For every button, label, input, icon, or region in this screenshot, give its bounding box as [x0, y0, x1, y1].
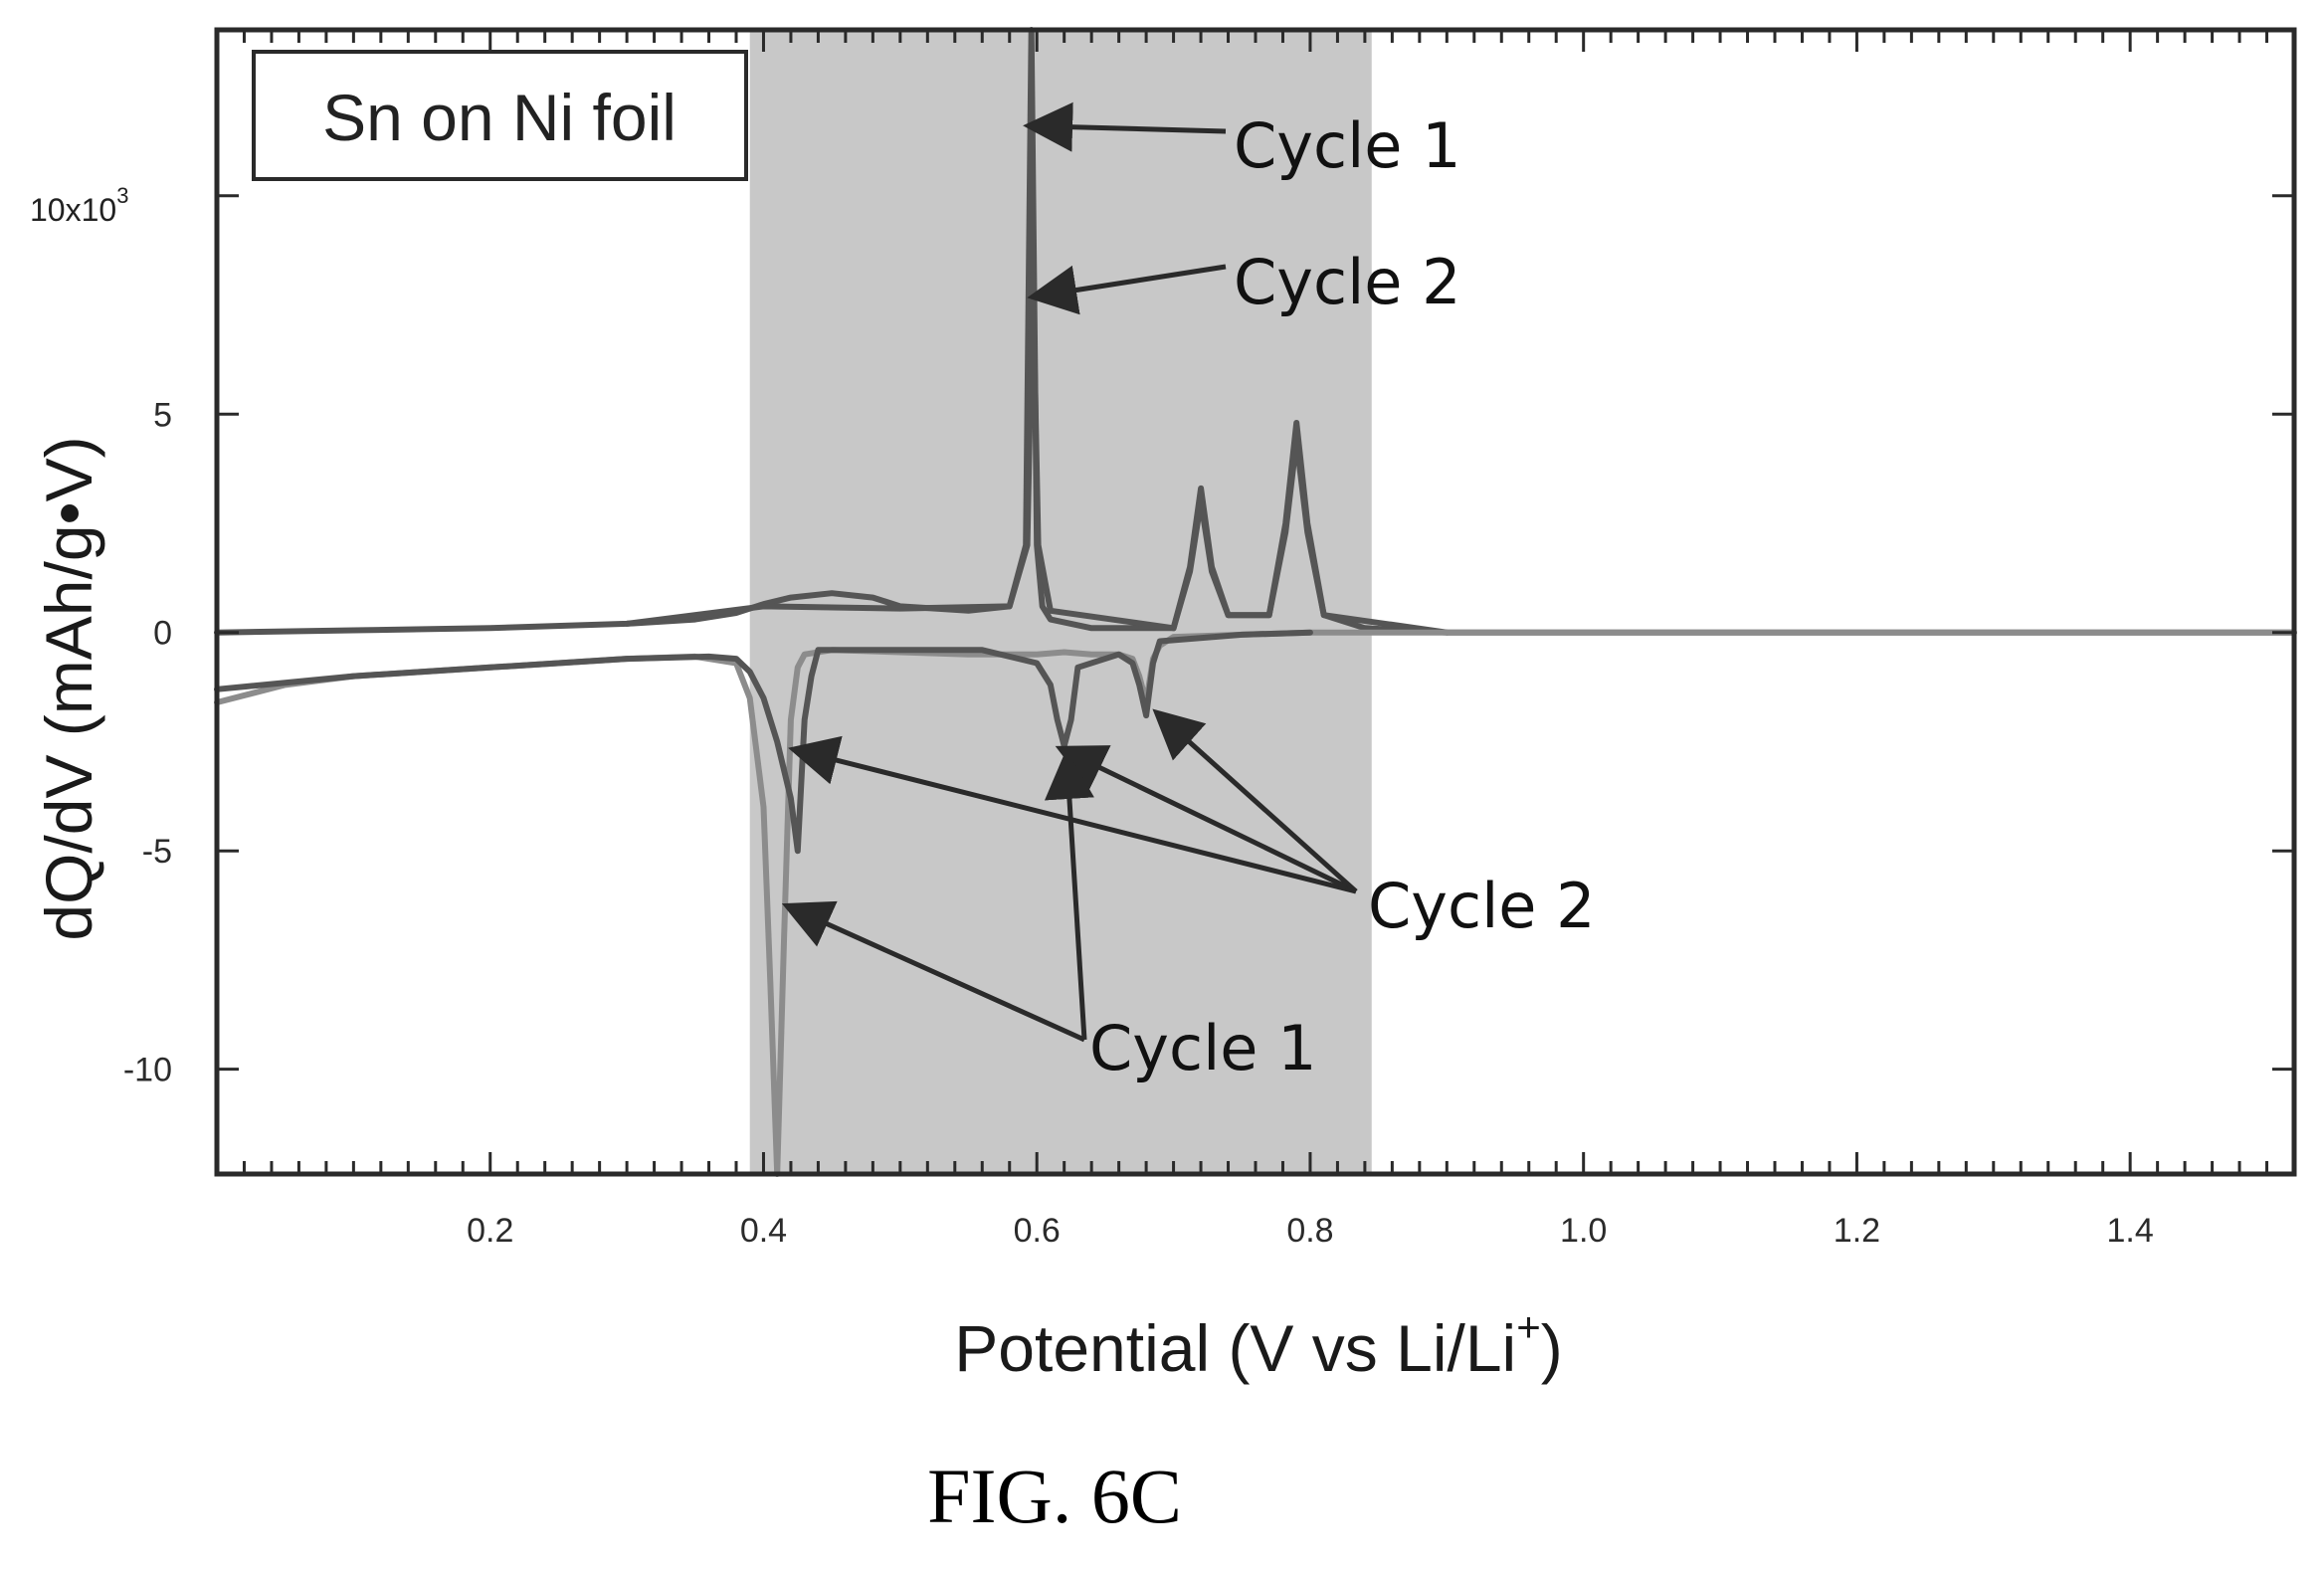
- y-axis-title: dQ/dV (mAh/g•V): [32, 436, 105, 940]
- series-4-line: [214, 629, 1313, 855]
- inset-label-box: [252, 50, 748, 181]
- annotations: Cycle 1 Cycle 2 Cycle 2 Cycle 1: [781, 101, 1596, 1084]
- x-tick-label: 1.2: [1834, 1212, 1880, 1250]
- y-multiplier: 10x103: [30, 183, 128, 228]
- annotation-arrow: [1055, 745, 1358, 894]
- annotation-label: Cycle 2: [1234, 246, 1461, 318]
- x-tick-label: 1.0: [1560, 1212, 1607, 1250]
- y-tick-label: -5: [142, 833, 172, 871]
- minor-ticks: [217, 30, 2296, 1174]
- y-tick-labels: 5 0 -5 -10: [123, 396, 172, 1088]
- x-tick-label: 0.4: [740, 1212, 787, 1250]
- y-tick-label: 5: [153, 396, 172, 434]
- annotation-arrow: [1023, 101, 1227, 152]
- x-tick-labels: 0.2 0.4 0.6 0.8 1.0 1.2 1.4: [467, 1212, 2154, 1250]
- annotation-label: Cycle 1: [1089, 1012, 1317, 1084]
- x-tick-label: 0.2: [467, 1212, 513, 1250]
- annotation-arrow: [788, 735, 1357, 894]
- annotation-arrow: [1044, 749, 1094, 1041]
- annotation-label: Cycle 2: [1368, 870, 1596, 942]
- x-tick-label: 0.6: [1014, 1212, 1061, 1250]
- annotation-arrow: [1152, 708, 1358, 893]
- inset-label: Sn on Ni foil: [322, 81, 677, 154]
- x-tick-label: 1.4: [2107, 1212, 2154, 1250]
- y-tick-label: 0: [153, 615, 172, 653]
- x-axis-title: Potential (V vs Li/Li+): [954, 1303, 1562, 1385]
- y-tick-label: -10: [123, 1052, 172, 1089]
- shaded-region: [749, 30, 1372, 1174]
- figure-caption: FIG. 6C: [927, 1453, 1182, 1539]
- annotation-arrow: [1027, 264, 1227, 315]
- series-layer: [214, 27, 2297, 1177]
- series-2-line: [624, 271, 1451, 636]
- annotation-label: Cycle 1: [1234, 109, 1461, 182]
- x-tick-label: 0.8: [1286, 1212, 1333, 1250]
- annotation-arrow: [781, 900, 1086, 1043]
